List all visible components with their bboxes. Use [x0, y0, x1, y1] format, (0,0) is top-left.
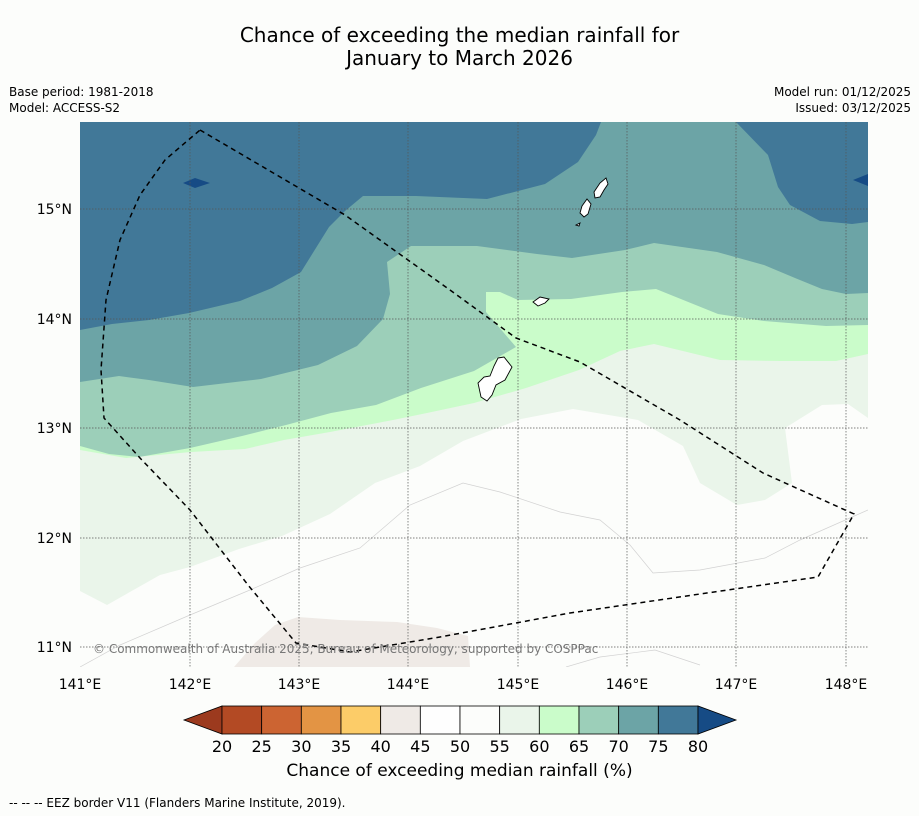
lat-label: 15°N — [37, 202, 72, 218]
model-name: Model: ACCESS-S2 — [9, 101, 121, 115]
island-guam — [477, 356, 513, 402]
lon-label: 146°E — [606, 677, 649, 693]
colorbar-tick-label: 60 — [529, 737, 549, 756]
lon-label: 142°E — [169, 677, 212, 693]
model-run: Model run: 01/12/2025 — [773, 85, 911, 99]
colorbar-segment — [419, 705, 461, 735]
colorbar-tick-label: 75 — [648, 737, 668, 756]
colorbar-segment — [459, 705, 501, 735]
colorbar-tick-labels: 20 25 30 35 40 45 50 55 60 65 70 75 80 — [212, 737, 708, 756]
eez-legend-note: -- -- -- EEZ border V11 (Flanders Marine… — [9, 796, 346, 810]
colorbar-tick-label: 20 — [212, 737, 232, 756]
colorbar-label: Chance of exceeding median rainfall (%) — [286, 761, 633, 781]
region-above-80-east — [853, 174, 868, 186]
colorbar-segment — [261, 705, 302, 735]
colorbar-tick-label: 70 — [608, 737, 628, 756]
island-tinian — [579, 198, 592, 218]
gridlines — [80, 122, 868, 667]
colorbar-segment — [340, 705, 382, 735]
chart-title-line-2: January to March 2026 — [346, 46, 573, 70]
lat-label: 11°N — [37, 640, 72, 656]
meta-left: Base period: 1981-2018 Model: ACCESS-S2 — [9, 84, 154, 116]
lon-label: 143°E — [278, 677, 321, 693]
islands — [477, 177, 609, 402]
colorbar-tick-label: 50 — [450, 737, 470, 756]
colorbar-tick-label: 25 — [251, 737, 271, 756]
map-plot-area — [80, 122, 868, 667]
colorbar-extend-high — [697, 705, 738, 735]
region-45-50 — [234, 617, 470, 667]
region-75-80-east — [736, 122, 868, 224]
lat-label: 13°N — [37, 421, 72, 437]
island-rota — [532, 296, 550, 307]
lat-label: 14°N — [37, 312, 72, 328]
chart-title-line-1: Chance of exceeding the median rainfall … — [239, 23, 680, 47]
colorbar-tick-label: 35 — [331, 737, 351, 756]
colorbar-tick-label: 40 — [370, 737, 390, 756]
colorbar-segment — [380, 705, 421, 735]
contour-line-1 — [80, 482, 868, 667]
eez-border — [100, 129, 856, 653]
colorbar-segment — [300, 705, 342, 735]
island-saipan — [593, 177, 609, 199]
colorbar — [182, 705, 738, 735]
colorbar-segment — [221, 705, 263, 735]
region-75-80 — [80, 122, 601, 330]
colorbar-segment — [657, 705, 699, 735]
rainfall-map: 141°E 142°E 143°E 144°E 145°E 146°E 147°… — [37, 122, 868, 756]
colorbar-segment — [538, 705, 580, 735]
island-aguijan — [574, 222, 581, 227]
lon-label: 148°E — [825, 677, 868, 693]
contour-line-2 — [565, 649, 701, 667]
colorbar-segment — [499, 705, 540, 735]
colorbar-tick-label: 65 — [569, 737, 589, 756]
lon-label: 144°E — [387, 677, 430, 693]
latitude-labels: 15°N 14°N 13°N 12°N 11°N — [37, 202, 72, 656]
longitude-labels: 141°E 142°E 143°E 144°E 145°E 146°E 147°… — [59, 677, 868, 693]
lat-label: 12°N — [37, 531, 72, 547]
lon-label: 147°E — [715, 677, 758, 693]
lon-label: 145°E — [497, 677, 540, 693]
colorbar-segment — [618, 705, 659, 735]
colorbar-tick-label: 30 — [291, 737, 311, 756]
colorbar-segment — [578, 705, 620, 735]
colorbar-tick-label: 80 — [688, 737, 708, 756]
base-period: Base period: 1981-2018 — [9, 85, 154, 99]
issued-date: Issued: 03/12/2025 — [795, 101, 911, 115]
lon-label: 141°E — [59, 677, 102, 693]
copyright-notice: © Commonwealth of Australia 2025, Bureau… — [93, 642, 598, 656]
colorbar-tick-label: 45 — [410, 737, 430, 756]
colorbar-extend-low — [182, 705, 223, 735]
meta-right: Model run: 01/12/2025 Issued: 03/12/2025 — [774, 84, 911, 116]
colorbar-tick-label: 55 — [489, 737, 509, 756]
